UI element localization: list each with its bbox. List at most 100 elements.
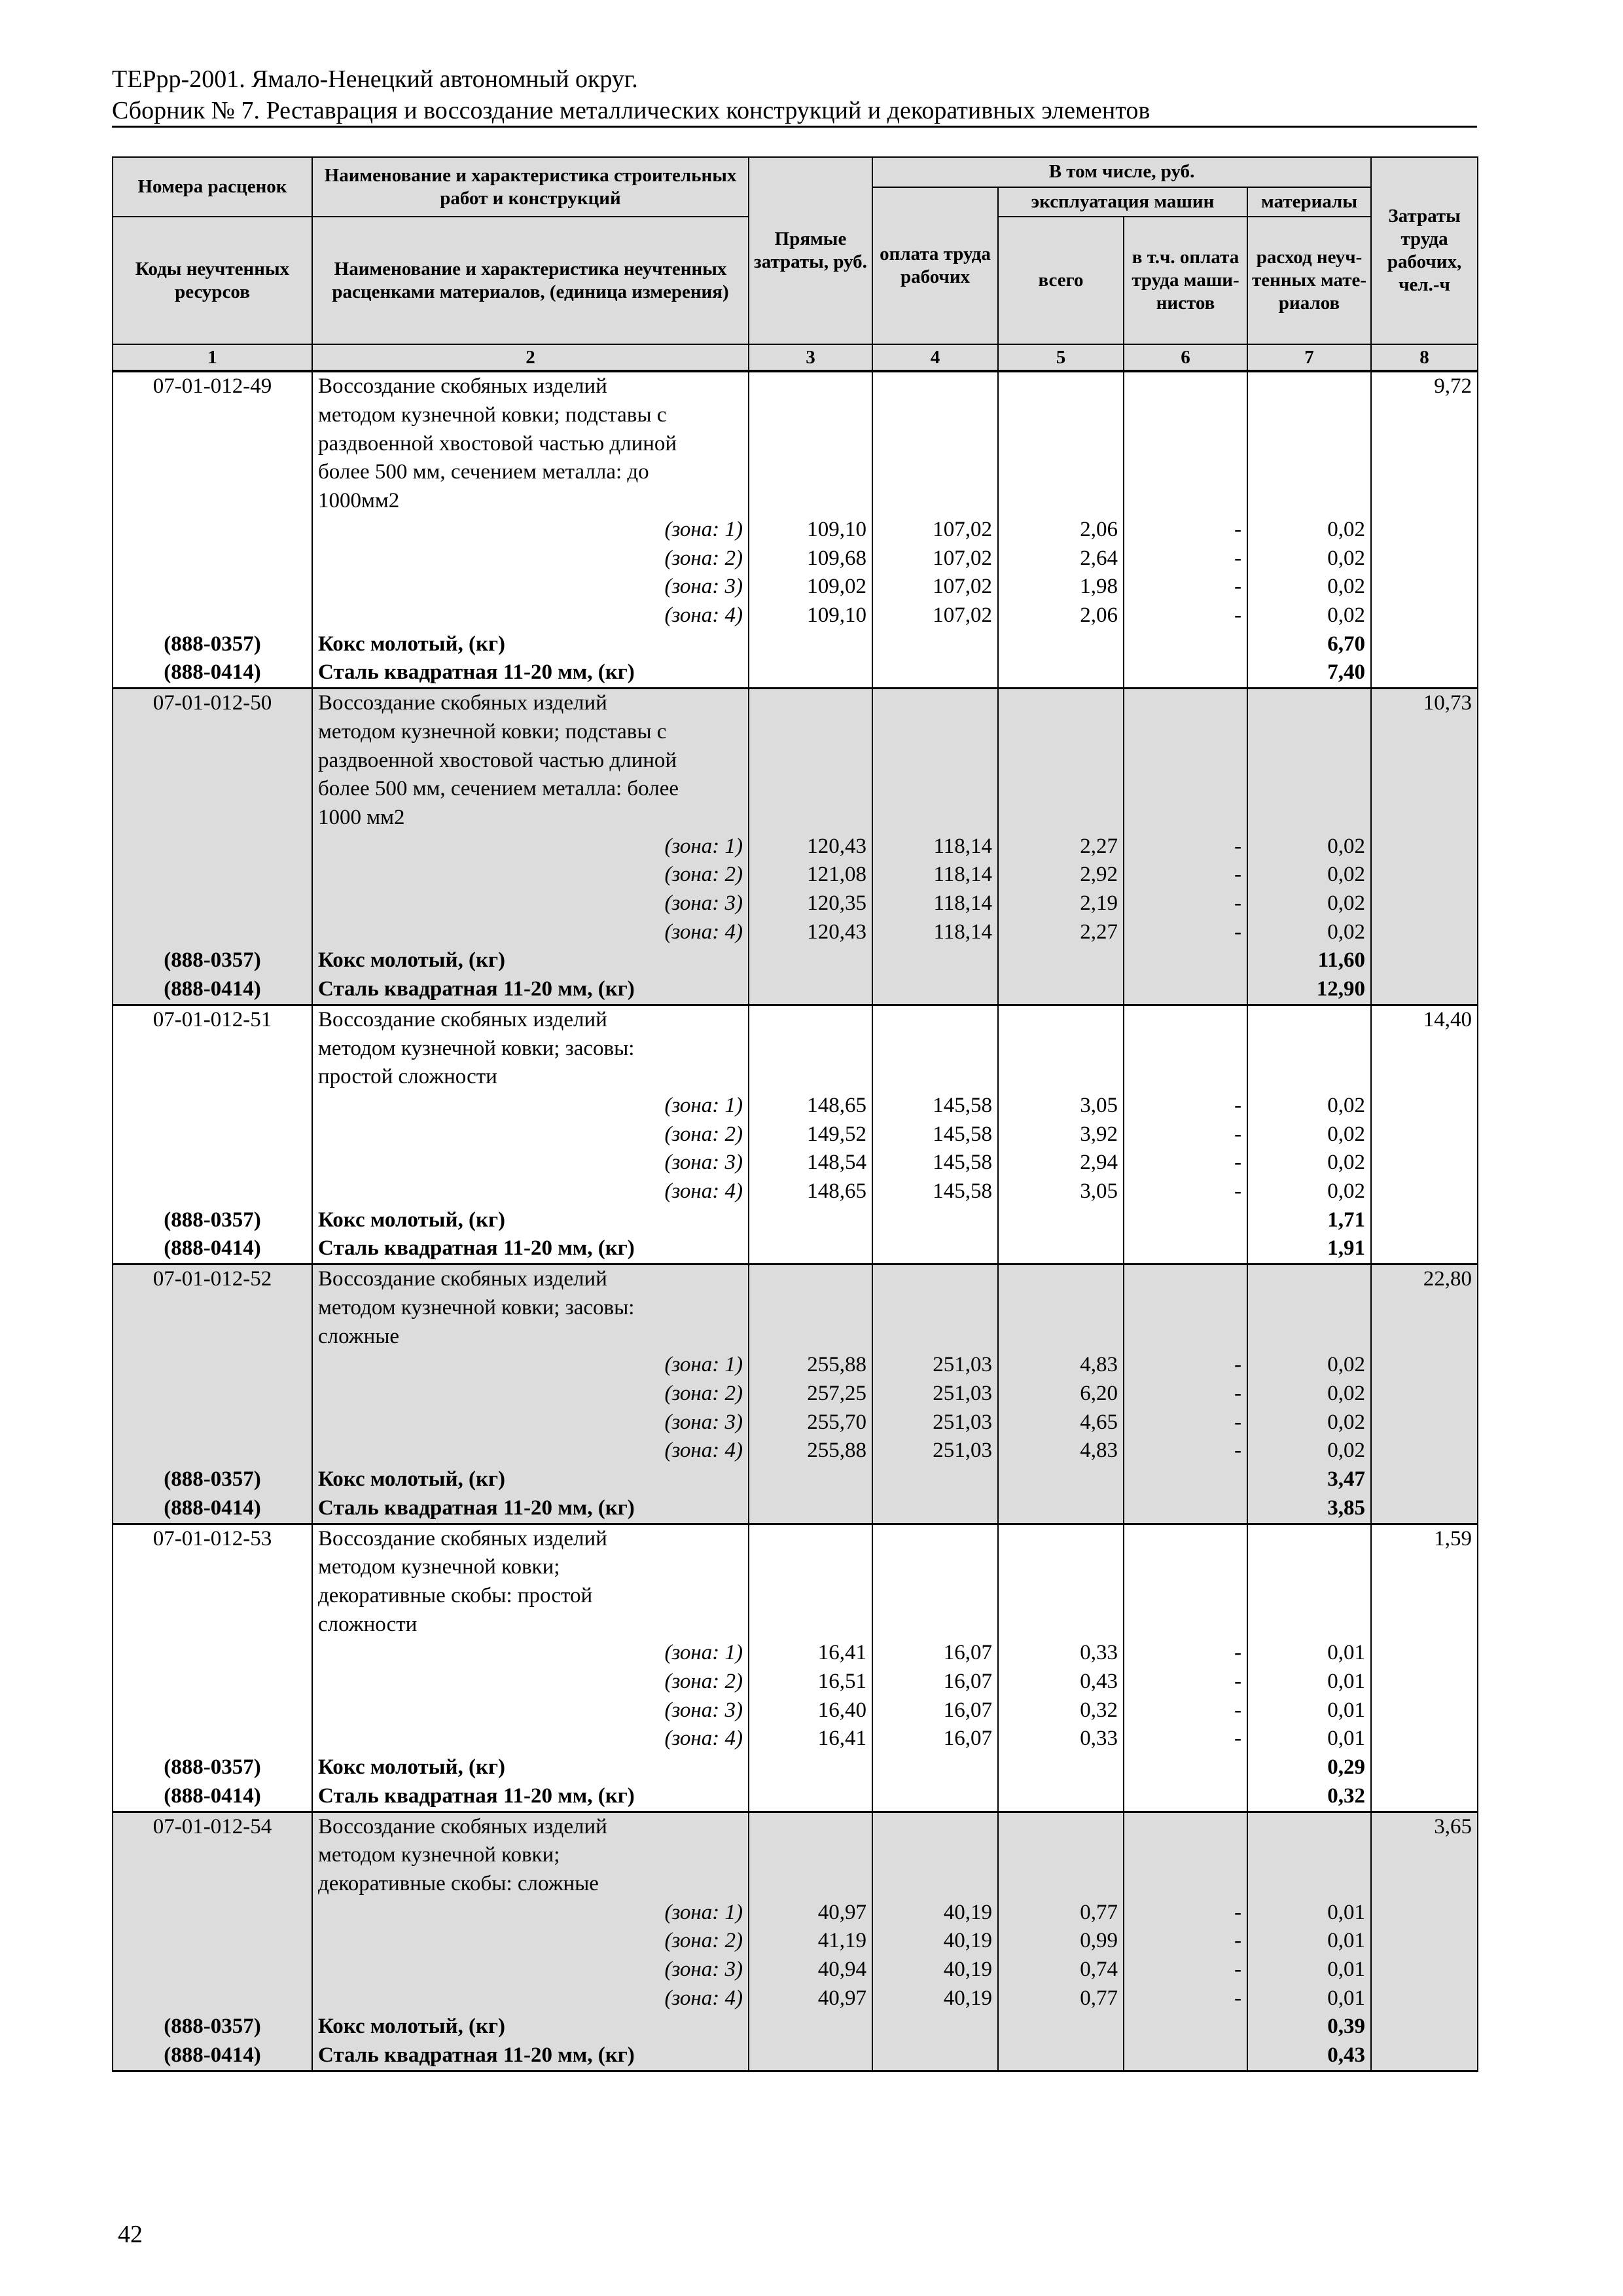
table-row: (зона: 1) 40,97 40,19 0,77-0,01 xyxy=(112,1898,1479,1928)
worker-pay: 251,03 xyxy=(872,1379,999,1408)
empty-cell xyxy=(112,544,313,573)
table-row: (зона: 2) 121,08 118,14 2,92-0,02 xyxy=(112,861,1479,890)
empty-cell xyxy=(112,573,313,601)
operator-pay: - xyxy=(1123,1408,1248,1437)
column-number: 8 xyxy=(1370,344,1479,373)
operator-pay: - xyxy=(1123,1120,1248,1149)
empty-cell xyxy=(1123,1003,1248,1092)
operator-pay: - xyxy=(1123,573,1248,601)
machines-total: 0,77 xyxy=(997,1898,1124,1928)
header-work-name: Наименование и характеристика строительн… xyxy=(312,156,749,218)
machines-total: 0,43 xyxy=(997,1668,1124,1696)
empty-cell xyxy=(1123,1753,1248,1782)
operator-pay: - xyxy=(1123,544,1248,573)
worker-pay: 145,58 xyxy=(872,1091,999,1121)
empty-cell xyxy=(872,1003,999,1092)
zone-label: (зона: 1) xyxy=(312,1351,749,1380)
resource-quantity: 3,85 xyxy=(1246,1494,1372,1524)
work-description: Воссоздание скобяных изделий методом кузн… xyxy=(312,370,749,516)
material-usage: 0,02 xyxy=(1246,1177,1372,1206)
column-number: 2 xyxy=(312,344,749,373)
empty-cell xyxy=(748,1465,873,1494)
resource-quantity: 0,39 xyxy=(1246,2013,1372,2042)
resource-code: (888-0414) xyxy=(112,975,313,1005)
table-row: (888-0414) Сталь квадратная 11-20 мм, (кг… xyxy=(112,1234,1479,1265)
zone-label: (зона: 2) xyxy=(312,544,749,573)
direct-costs: 16,41 xyxy=(748,1725,873,1754)
empty-cell xyxy=(112,1725,313,1754)
empty-cell xyxy=(112,1149,313,1178)
resource-quantity: 7,40 xyxy=(1246,658,1372,689)
direct-costs: 40,97 xyxy=(748,1984,873,2013)
empty-cell xyxy=(1370,975,1479,1005)
zone-label: (зона: 4) xyxy=(312,1177,749,1206)
description-line: сложности xyxy=(318,1612,418,1636)
empty-cell xyxy=(112,1898,313,1928)
empty-cell xyxy=(748,2013,873,2042)
empty-cell xyxy=(997,687,1124,833)
empty-cell xyxy=(1370,946,1479,976)
machines-total: 1,98 xyxy=(997,573,1124,601)
empty-cell xyxy=(1246,1810,1372,1899)
empty-cell xyxy=(1246,1522,1372,1640)
empty-cell xyxy=(112,889,313,918)
empty-cell xyxy=(1370,1668,1479,1696)
empty-cell xyxy=(997,2041,1124,2072)
operator-pay: - xyxy=(1123,515,1248,545)
direct-costs: 255,88 xyxy=(748,1437,873,1466)
zone-label: (зона: 3) xyxy=(312,1408,749,1437)
machines-total: 3,05 xyxy=(997,1177,1124,1206)
empty-cell xyxy=(112,1408,313,1437)
zone-label: (зона: 3) xyxy=(312,1149,749,1178)
direct-costs: 16,51 xyxy=(748,1668,873,1696)
direct-costs: 109,10 xyxy=(748,601,873,630)
worker-pay: 16,07 xyxy=(872,1696,999,1725)
operator-pay: - xyxy=(1123,1927,1248,1956)
empty-cell xyxy=(1370,1725,1479,1754)
direct-costs: 40,97 xyxy=(748,1898,873,1928)
direct-costs: 109,68 xyxy=(748,544,873,573)
empty-cell xyxy=(872,1782,999,1812)
resource-code: (888-0357) xyxy=(112,1753,313,1782)
empty-cell xyxy=(748,1234,873,1265)
empty-cell xyxy=(872,1263,999,1352)
machines-total: 3,92 xyxy=(997,1120,1124,1149)
machines-total: 4,83 xyxy=(997,1437,1124,1466)
table-row: (888-0357) Кокс молотый, (кг) 11,60 xyxy=(112,946,1479,976)
header-machines-total: всего xyxy=(997,216,1124,346)
resource-code: (888-0357) xyxy=(112,2013,313,2042)
direct-costs: 257,25 xyxy=(748,1379,873,1408)
material-usage: 0,02 xyxy=(1246,1149,1372,1178)
rate-code: 07-01-012-54 xyxy=(112,1810,313,1899)
resource-quantity: 1,91 xyxy=(1246,1234,1372,1265)
zone-label: (зона: 2) xyxy=(312,1927,749,1956)
zone-label: (зона: 3) xyxy=(312,889,749,918)
rate-code: 07-01-012-53 xyxy=(112,1522,313,1640)
empty-cell xyxy=(1370,861,1479,890)
column-number: 1 xyxy=(112,344,313,373)
material-usage: 0,01 xyxy=(1246,1956,1372,1984)
material-usage: 0,01 xyxy=(1246,1696,1372,1725)
resource-quantity: 0,32 xyxy=(1246,1782,1372,1812)
empty-cell xyxy=(1370,1927,1479,1956)
description-line: раздвоенной хвостовой частью длиной xyxy=(318,431,677,456)
empty-cell xyxy=(1370,1408,1479,1437)
empty-cell xyxy=(1370,601,1479,630)
resource-quantity: 6,70 xyxy=(1246,630,1372,659)
column-number: 7 xyxy=(1246,344,1372,373)
worker-pay: 16,07 xyxy=(872,1668,999,1696)
description-line: более 500 мм, сечением металла: более xyxy=(318,777,679,801)
empty-cell xyxy=(112,1177,313,1206)
zone-label: (зона: 4) xyxy=(312,1437,749,1466)
zone-label: (зона: 2) xyxy=(312,1668,749,1696)
zone-label: (зона: 4) xyxy=(312,1984,749,2013)
labor-hours: 14,40 xyxy=(1370,1003,1479,1092)
worker-pay: 16,07 xyxy=(872,1725,999,1754)
empty-cell xyxy=(1123,1465,1248,1494)
zone-label: (зона: 2) xyxy=(312,1379,749,1408)
worker-pay: 118,14 xyxy=(872,918,999,947)
empty-cell xyxy=(872,630,999,659)
resource-code: (888-0357) xyxy=(112,1465,313,1494)
worker-pay: 145,58 xyxy=(872,1149,999,1178)
machines-total: 0,99 xyxy=(997,1927,1124,1956)
